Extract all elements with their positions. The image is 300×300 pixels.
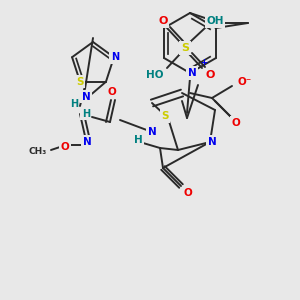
Text: HO: HO	[146, 70, 164, 80]
Text: S: S	[76, 77, 84, 87]
Text: OH: OH	[206, 16, 224, 26]
Text: S: S	[161, 111, 169, 121]
Text: CH₃: CH₃	[29, 148, 47, 157]
Text: N: N	[82, 92, 90, 102]
Text: N: N	[111, 52, 119, 62]
Text: N: N	[208, 137, 216, 147]
Text: +: +	[200, 58, 207, 67]
Text: O: O	[232, 118, 240, 128]
Text: S: S	[181, 43, 189, 53]
Text: O: O	[158, 16, 168, 26]
Text: H: H	[134, 135, 142, 145]
Text: N: N	[148, 127, 156, 137]
Text: O: O	[205, 70, 215, 80]
Text: N: N	[188, 68, 196, 78]
Text: N: N	[82, 137, 91, 147]
Text: H: H	[82, 109, 90, 119]
Text: O⁻: O⁻	[238, 77, 252, 87]
Text: O: O	[61, 142, 69, 152]
Text: O: O	[184, 188, 192, 198]
Text: O: O	[108, 87, 116, 97]
Text: H: H	[70, 99, 78, 109]
